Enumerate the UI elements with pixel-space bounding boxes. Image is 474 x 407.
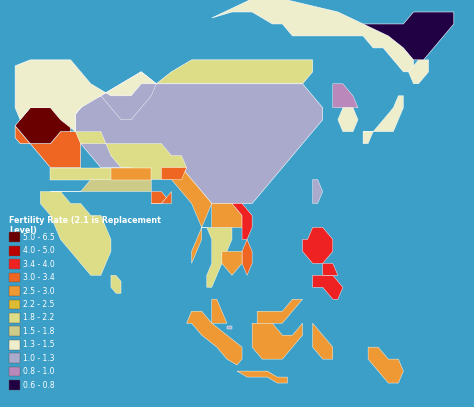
Polygon shape: [252, 323, 302, 359]
Polygon shape: [76, 72, 156, 120]
Polygon shape: [172, 168, 212, 263]
Polygon shape: [187, 311, 242, 365]
Polygon shape: [313, 323, 333, 359]
Polygon shape: [111, 275, 121, 293]
Polygon shape: [363, 132, 373, 144]
Bar: [9, 326, 20, 336]
Text: 0.8 - 1.0: 0.8 - 1.0: [23, 367, 54, 376]
Polygon shape: [161, 168, 187, 179]
Text: 1.0 - 1.3: 1.0 - 1.3: [23, 354, 54, 363]
Polygon shape: [409, 60, 428, 84]
Polygon shape: [151, 192, 166, 204]
Polygon shape: [323, 263, 338, 275]
Polygon shape: [227, 326, 232, 329]
Bar: [9, 232, 20, 242]
Bar: [9, 246, 20, 256]
Text: 2.5 - 3.0: 2.5 - 3.0: [23, 287, 55, 295]
Text: 1.5 - 1.8: 1.5 - 1.8: [23, 327, 54, 336]
Text: 0.6 - 0.8: 0.6 - 0.8: [23, 381, 55, 389]
Polygon shape: [111, 168, 151, 179]
Text: 1.3 - 1.5: 1.3 - 1.5: [23, 340, 54, 349]
Polygon shape: [15, 108, 71, 144]
Polygon shape: [302, 228, 333, 263]
Polygon shape: [313, 275, 343, 299]
Text: 5.0 - 6.5: 5.0 - 6.5: [23, 233, 55, 242]
Bar: [9, 286, 20, 296]
Text: 3.4 - 4.0: 3.4 - 4.0: [23, 260, 55, 269]
Polygon shape: [363, 96, 403, 132]
Text: 1.8 - 2.2: 1.8 - 2.2: [23, 313, 54, 322]
Polygon shape: [313, 179, 323, 204]
Polygon shape: [242, 239, 252, 275]
Polygon shape: [15, 126, 81, 168]
Bar: [9, 380, 20, 390]
Polygon shape: [76, 132, 187, 179]
Bar: [9, 367, 20, 376]
Polygon shape: [212, 0, 413, 72]
Polygon shape: [257, 299, 302, 323]
Bar: [9, 273, 20, 282]
Bar: [9, 313, 20, 323]
Text: Fertility Rate (2.1 is Replacement
Level): Fertility Rate (2.1 is Replacement Level…: [9, 216, 161, 235]
Polygon shape: [40, 192, 111, 275]
Text: 2.2 - 2.5: 2.2 - 2.5: [23, 300, 54, 309]
Polygon shape: [50, 168, 121, 179]
Polygon shape: [333, 84, 358, 108]
Bar: [9, 353, 20, 363]
Text: 4.0 - 5.0: 4.0 - 5.0: [23, 246, 55, 255]
Polygon shape: [363, 12, 454, 60]
Polygon shape: [156, 60, 313, 84]
Polygon shape: [232, 204, 252, 239]
Polygon shape: [212, 299, 227, 323]
Polygon shape: [151, 192, 172, 204]
Polygon shape: [212, 204, 242, 228]
Polygon shape: [368, 347, 403, 383]
Bar: [9, 259, 20, 269]
Polygon shape: [50, 179, 151, 192]
Bar: [9, 300, 20, 309]
Polygon shape: [202, 228, 232, 287]
Polygon shape: [222, 252, 242, 275]
Polygon shape: [237, 371, 287, 383]
Text: 3.0 - 3.4: 3.0 - 3.4: [23, 273, 55, 282]
Polygon shape: [338, 108, 358, 132]
Polygon shape: [15, 60, 156, 132]
Polygon shape: [76, 72, 323, 204]
Bar: [9, 340, 20, 350]
